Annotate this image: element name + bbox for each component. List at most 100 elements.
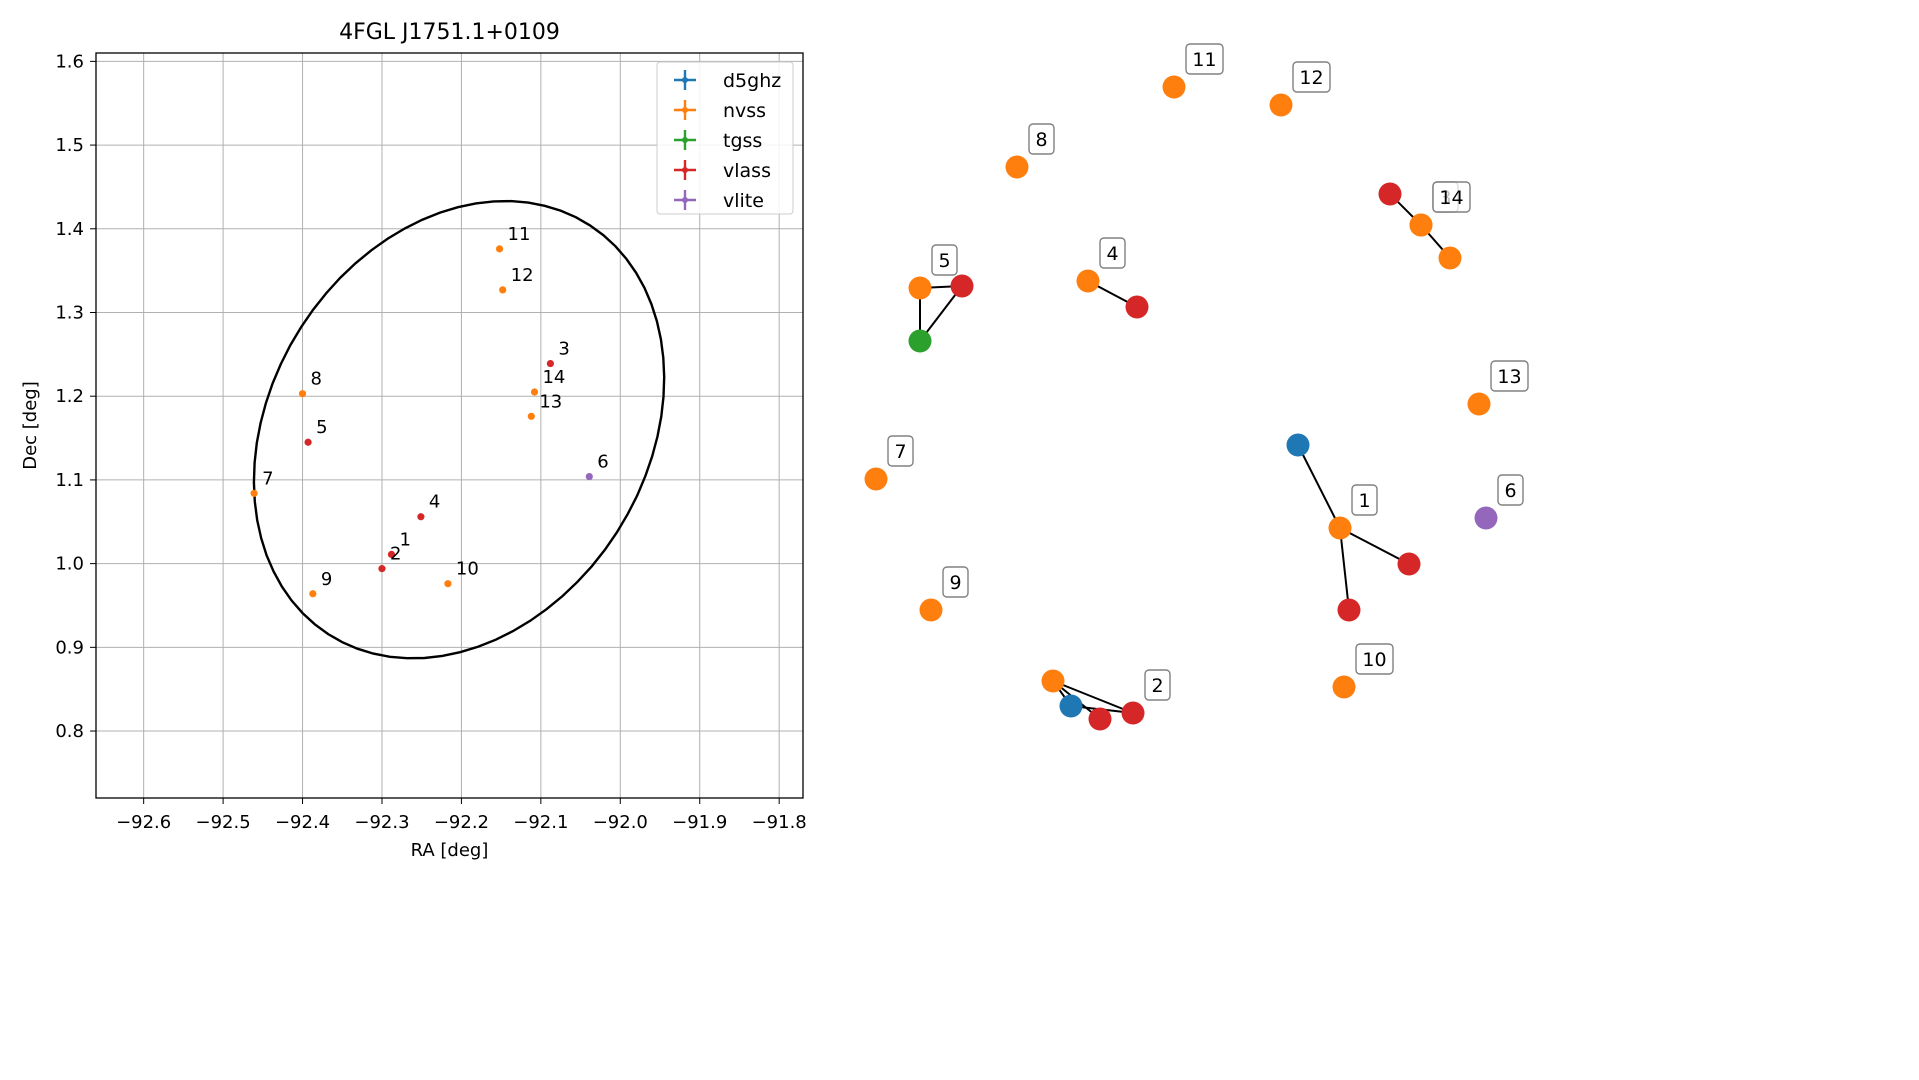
graph-node: [1337, 598, 1361, 622]
source-label: 4: [429, 492, 440, 513]
graph-node: [1474, 506, 1498, 530]
legend-entry-vlite: vlite: [723, 190, 764, 212]
legend-marker-dot: [682, 197, 688, 203]
x-tick-label: −92.6: [116, 812, 171, 833]
graph-node: [1438, 246, 1462, 270]
node-label: 2: [1151, 675, 1163, 697]
legend-marker-dot: [682, 137, 688, 143]
graph-node: [1378, 182, 1402, 206]
node-label: 10: [1362, 649, 1386, 671]
node-label: 1: [1358, 490, 1370, 512]
legend-entry-vlass: vlass: [723, 160, 771, 182]
graph-node: [1059, 694, 1083, 718]
x-tick-label: −91.8: [752, 812, 807, 833]
source-label: 13: [539, 391, 562, 412]
y-tick-label: 1.6: [55, 51, 84, 72]
y-tick-label: 1.2: [55, 386, 84, 407]
legend-marker-dot: [682, 107, 688, 113]
source-label: 10: [456, 559, 479, 580]
source-label: 2: [390, 544, 401, 565]
graph-node: [1076, 269, 1100, 293]
x-tick-label: −92.5: [196, 812, 251, 833]
graph-node: [1121, 701, 1145, 725]
source-point-14: [530, 388, 539, 396]
graph-edge: [1297, 444, 1341, 529]
axis-ticks: −92.6 −92.5 −92.4 −92.3 −92.2 −92.1 −92.0 −91.9…: [55, 51, 806, 833]
source-label: 5: [316, 417, 327, 438]
error-ellipse-layer: [252, 199, 666, 660]
legend-marker-dot: [682, 167, 688, 173]
graph-node: [1328, 516, 1352, 540]
node-label: 13: [1497, 366, 1521, 388]
legend-box: [656, 61, 794, 215]
node-label-box: [1185, 43, 1224, 75]
graph-node: [1409, 213, 1433, 237]
graph-node: [1125, 295, 1149, 319]
node-label-box: [1355, 643, 1394, 675]
node-label-box: [1490, 360, 1529, 392]
node-label-box: [1028, 123, 1055, 155]
graph-node: [1088, 707, 1112, 731]
error-ellipse: [252, 199, 666, 660]
node-label-box: [1292, 61, 1331, 93]
x-tick-label: −91.9: [672, 812, 727, 833]
y-tick-label: 1.0: [55, 554, 84, 575]
legend: d5ghz nvss tgss vlass vlite: [656, 61, 794, 215]
node-label-box: [1144, 669, 1171, 701]
y-tick-label: 1.1: [55, 470, 84, 491]
graph-node: [1467, 392, 1491, 416]
legend-entry-d5ghz: d5ghz: [723, 70, 781, 92]
source-label: 3: [558, 339, 569, 360]
node-label-box: [931, 244, 958, 276]
y-axis-label: Dec [deg]: [20, 381, 41, 470]
graph-edge: [1052, 680, 1134, 714]
graph-node: [950, 274, 974, 298]
node-label: 5: [938, 250, 950, 272]
graph-edge: [1339, 527, 1350, 611]
y-tick-label: 1.3: [55, 302, 84, 323]
graph-node: [908, 276, 932, 300]
node-label: 11: [1192, 49, 1216, 71]
chart-title: 4FGL J1751.1+0109: [339, 20, 560, 45]
source-point-8: [298, 390, 307, 398]
source-point-6: [585, 472, 593, 481]
x-axis-label: RA [deg]: [411, 840, 489, 861]
legend-entry-nvss: nvss: [723, 100, 766, 122]
y-tick-label: 1.5: [55, 135, 84, 156]
y-tick-label: 0.8: [55, 721, 84, 742]
source-point-4: [417, 513, 425, 521]
x-tick-label: −92.0: [593, 812, 648, 833]
graph-node: [864, 467, 888, 491]
x-tick-label: −92.2: [434, 812, 489, 833]
node-label-box: [887, 435, 914, 467]
node-label: 9: [949, 572, 961, 594]
x-tick-label: −92.4: [275, 812, 330, 833]
y-tick-label: 0.9: [55, 637, 84, 658]
node-label-box: [1351, 484, 1378, 516]
y-tick-label: 1.4: [55, 219, 84, 240]
source-point-12: [499, 286, 507, 294]
source-label: 8: [311, 369, 322, 390]
source-point-10: [444, 580, 452, 588]
source-point-11: [495, 245, 504, 253]
node-label-box: [1432, 181, 1471, 213]
source-label: 11: [508, 224, 531, 245]
source-label: 9: [321, 569, 332, 590]
node-label: 4: [1106, 243, 1118, 265]
source-point-5: [304, 438, 312, 446]
graph-node: [1041, 669, 1065, 693]
x-tick-label: −92.1: [513, 812, 568, 833]
source-label: 6: [597, 452, 608, 473]
node-label: 14: [1439, 187, 1463, 209]
graph-node: [1162, 75, 1186, 99]
graph-edge: [1339, 527, 1410, 565]
node-label-box: [1497, 474, 1524, 506]
source-label: 14: [542, 367, 565, 388]
node-label-box: [1099, 237, 1126, 269]
